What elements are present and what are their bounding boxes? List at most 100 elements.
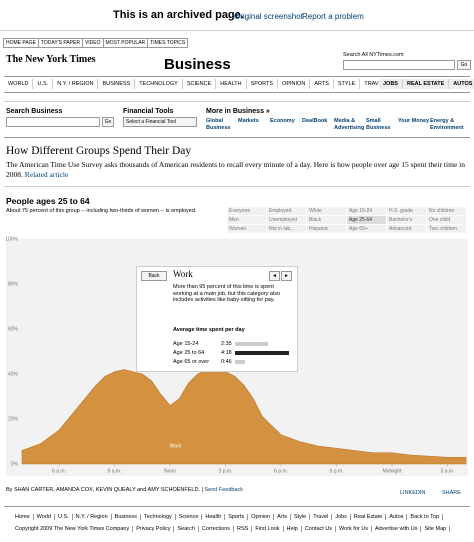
share[interactable]: SHARE [442,490,461,496]
filter-button[interactable]: Men [227,216,266,224]
filter-button[interactable]: Age 25-64 [347,216,386,224]
more-link[interactable]: DealBook [302,118,328,124]
footer-link[interactable]: Help [284,526,302,532]
y-tick-label: 0% [11,461,19,467]
search-button[interactable]: Go [457,60,471,70]
footer-link[interactable]: Jobs [332,514,351,520]
graphic-description: About 75 percent of this group -- includ… [6,208,197,214]
graphic-heading: People ages 25 to 64 [6,196,90,206]
footer-link[interactable]: World [34,514,55,520]
footer-link[interactable]: Search [174,526,199,532]
nav-link[interactable]: N.Y. / REGION [53,79,99,89]
filter-button[interactable]: Not in lab... [267,225,306,233]
filter-button[interactable]: Advanced [387,225,426,233]
footer-link[interactable]: Autos [386,514,408,520]
footer-link[interactable]: Advertise with Us [372,526,422,532]
footer-link[interactable]: N.Y. / Region [73,514,112,520]
row-label: Age 15-24 [173,341,199,347]
nav-link[interactable]: OPINION [278,79,311,89]
prev-button[interactable]: ◄ [269,271,280,281]
more-link[interactable]: Energy & Environment [430,118,464,131]
filter-button[interactable]: Age 65+ [347,225,386,233]
footer-link[interactable]: Sports [225,514,249,520]
x-tick-label: 3 p.m. [219,468,233,474]
nav-link[interactable]: REAL ESTATE [402,79,450,89]
filter-button[interactable]: Black [307,216,346,224]
more-link[interactable]: Media & Advertising [334,118,365,131]
footer-link[interactable]: Style [291,514,311,520]
banner-text: This is an archived page. [113,9,244,21]
footer-link[interactable]: Business [112,514,141,520]
feedback-link[interactable]: Send Feedback [204,487,244,493]
footer-link[interactable]: Arts [274,514,291,520]
tab[interactable]: VIDEO [81,38,104,48]
search-business-input[interactable] [6,117,100,127]
y-tick-label: 100% [5,236,18,242]
footer-link[interactable]: Corrections [199,526,235,532]
more-link[interactable]: Small Business [366,118,391,131]
search-business-button[interactable]: Go [102,117,114,127]
footer-link[interactable]: Technology [141,514,176,520]
copyright: Copyright 2009 The New York Times Compan… [12,526,134,532]
filter-button[interactable]: Two children [427,225,466,233]
nav-link[interactable]: JOBS [379,79,403,89]
x-tick-label: 6 a.m. [52,468,66,474]
row-bar [235,360,245,364]
linkedin[interactable]: LINKEDIN [400,490,426,496]
footer-link[interactable]: Contact Us [302,526,337,532]
footer-link[interactable]: Home [12,514,34,520]
nav-link[interactable]: SCIENCE [183,79,217,89]
tools-select[interactable]: Select a Financial Tool [123,117,197,127]
filter-button[interactable]: White [307,207,346,215]
nav-link[interactable]: AUTOS [449,79,474,89]
tab[interactable]: HOME PAGE [3,38,39,48]
tab[interactable]: TIMES TOPICS [147,38,189,48]
tab[interactable]: MOST POPULAR [102,38,149,48]
filter-button[interactable]: H.S. grade [387,207,426,215]
footer-link[interactable]: Back to Top [407,514,444,520]
nav-link[interactable]: U.S. [33,79,54,89]
nav-link[interactable]: SPORTS [247,79,279,89]
footer-link[interactable]: U.S. [55,514,73,520]
more-link[interactable]: Markets [238,118,259,124]
link[interactable]: Report a problem [302,12,364,21]
filter-button[interactable]: Age 15-24 [347,207,386,215]
nav-link[interactable]: TECHNOLOGY [135,79,183,89]
filter-button[interactable]: Everyone [227,207,266,215]
filter-button[interactable]: One child [427,216,466,224]
filter-button[interactable]: Hispanic [307,225,346,233]
filter-button[interactable]: No children [427,207,466,215]
filter-button[interactable]: Employed [267,207,306,215]
footer-link[interactable]: Site Map [421,526,451,532]
row-value: 4:18 [221,350,232,356]
link[interactable]: Original screenshot [234,12,303,21]
nav-link[interactable]: BUSINESS [98,79,136,89]
footer-link[interactable]: Science [176,514,203,520]
footer-link[interactable]: Work for Us [336,526,372,532]
nav-link[interactable]: HEALTH [216,79,247,89]
logo[interactable]: The New York Times [6,54,96,65]
footer-link[interactable]: First Look [252,526,284,532]
back-button[interactable]: Back [141,271,167,281]
footer-link[interactable]: Privacy Policy [133,526,175,532]
more-link[interactable]: Global Business [206,118,231,131]
search-input[interactable] [343,60,455,70]
more-link[interactable]: Economy [270,118,295,124]
detail-rows: Age 15-24 2:35 Age 25 to 64 4:18 Age 65 or o… [173,341,293,369]
footer-link[interactable]: Real Estate [351,514,387,520]
footer-link[interactable]: Health [202,514,226,520]
next-button[interactable]: ► [281,271,292,281]
more-link[interactable]: Your Money [398,118,430,124]
filter-button[interactable]: Unemployed [267,216,306,224]
footer-link[interactable]: Opinion [248,514,275,520]
filter-button[interactable]: Women [227,225,266,233]
nav-link[interactable]: WORLD [4,79,34,89]
related-link[interactable]: Related article [24,170,69,179]
nav-link[interactable]: STYLE [334,79,361,89]
tools-label: Financial Tools [123,108,174,115]
footer-link[interactable]: Travel [310,514,333,520]
nav-link[interactable]: ARTS [310,79,334,89]
tab[interactable]: TODAY'S PAPER [37,38,83,48]
filter-button[interactable]: Bachelor's [387,216,426,224]
footer-link[interactable]: RSS [234,526,253,532]
